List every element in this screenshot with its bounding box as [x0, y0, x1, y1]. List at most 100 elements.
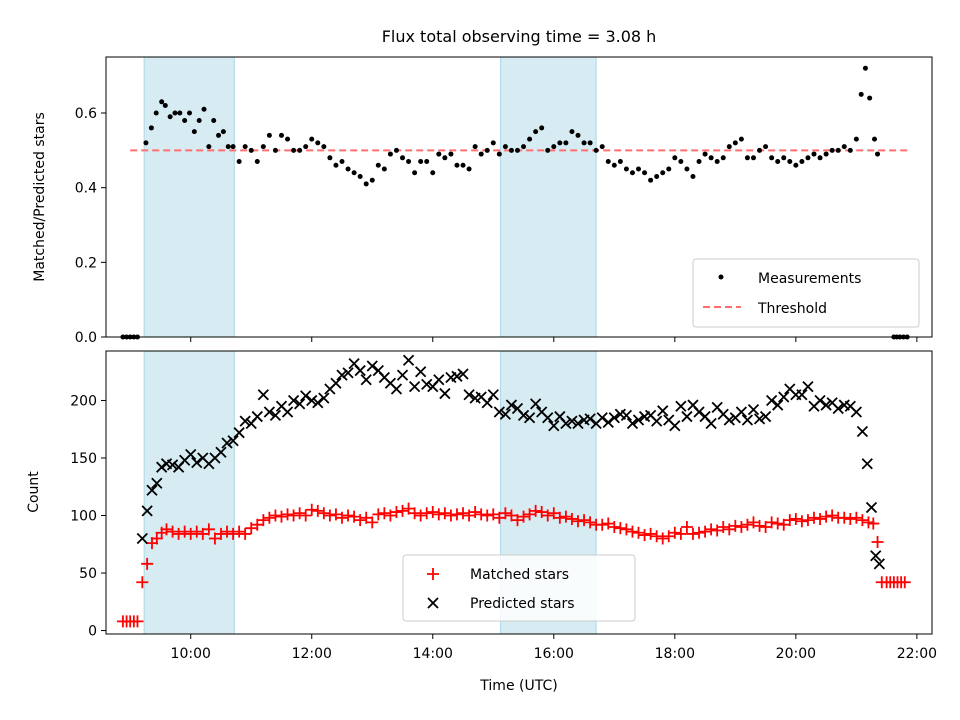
measurement-point: [623, 166, 629, 172]
measurement-point: [551, 144, 557, 150]
measurement-point: [496, 151, 502, 157]
matched-star-marker: [814, 512, 827, 525]
matched-star-marker: [741, 518, 754, 531]
predicted-star-marker: [548, 420, 560, 432]
matched-star-marker: [871, 535, 884, 548]
matched-star-marker: [680, 521, 693, 534]
measurement-point: [448, 151, 454, 157]
measurement-point: [581, 140, 587, 146]
predicted-star-marker: [281, 406, 294, 418]
matched-star-marker: [493, 511, 506, 524]
measurement-point: [805, 155, 811, 161]
matched-star-marker: [650, 530, 663, 543]
measurement-point: [406, 159, 412, 165]
predicted-star-marker: [693, 406, 705, 418]
legend-measurements-marker: [718, 274, 724, 280]
measurement-point: [327, 155, 333, 161]
matched-star-marker: [475, 508, 488, 521]
measurement-point: [357, 173, 363, 179]
measurement-point: [172, 110, 178, 116]
top-plot-frame: [105, 56, 933, 338]
measurement-point: [143, 140, 149, 146]
matched-star-marker: [795, 515, 808, 528]
measurement-point: [162, 103, 168, 109]
measurement-point: [285, 136, 291, 142]
top-shaded-span-2: [500, 56, 597, 338]
predicted-star-marker: [287, 394, 300, 407]
bottom-xtick-label: 12:00: [292, 646, 332, 662]
matched-star-marker: [196, 527, 209, 540]
matched-star-marker: [251, 518, 264, 531]
predicted-star-marker: [802, 381, 814, 393]
predicted-star-marker: [772, 399, 784, 411]
matched-star-marker: [838, 511, 851, 524]
top-y-axis-label: Matched/Predicted stars: [32, 112, 48, 282]
matched-star-marker: [463, 509, 476, 522]
measurement-point: [763, 144, 769, 150]
predicted-star-marker: [408, 381, 421, 393]
matched-star-marker: [638, 529, 651, 542]
predicted-star-marker: [681, 410, 693, 423]
bottom-xtick-label: 20:00: [776, 646, 816, 662]
matched-star-marker: [686, 527, 699, 540]
bottom-y-axis-label: Count: [26, 471, 42, 513]
predicted-star-marker: [572, 417, 584, 430]
matched-star-marker: [190, 525, 203, 538]
top-panel: 0.0 0.2 0.4 0.6 Matched/Predicted stars Mea…: [32, 56, 933, 346]
matched-star-marker: [753, 519, 766, 532]
measurement-point: [236, 159, 242, 165]
predicted-star-marker: [493, 406, 505, 418]
bottom-ytick-label: 50: [79, 566, 97, 582]
predicted-star-marker: [263, 406, 276, 418]
matched-star-marker: [608, 521, 621, 534]
predicted-star-marker: [651, 415, 663, 427]
matched-star-marker: [457, 507, 470, 520]
measurement-point: [539, 125, 545, 131]
measurement-point: [412, 170, 418, 176]
matched-star-marker: [850, 511, 863, 524]
bottom-xtick-label: 10:00: [171, 646, 211, 662]
predicted-star-marker: [517, 409, 530, 422]
measurement-point: [387, 151, 393, 157]
matched-star-marker: [529, 504, 542, 517]
measurement-point: [216, 132, 222, 138]
bottom-xtick-label: 16:00: [534, 646, 574, 662]
matched-star-marker: [632, 526, 645, 539]
measurement-point: [787, 159, 793, 165]
predicted-star-marker: [796, 389, 808, 401]
matched-star-marker: [783, 514, 796, 527]
predicted-star-marker: [487, 389, 499, 401]
measurement-point: [291, 147, 297, 153]
predicted-star-marker: [191, 456, 203, 469]
matched-star-marker: [305, 503, 318, 516]
measurement-point: [750, 155, 756, 161]
legend-matched-marker: [427, 568, 439, 580]
measurement-point: [187, 110, 193, 116]
measurement-point: [418, 159, 424, 165]
matched-star-marker: [221, 525, 234, 538]
bottom-xtick-label: 18:00: [655, 646, 695, 662]
measurement-point: [490, 140, 496, 146]
measurement-point: [424, 159, 430, 165]
measurement-point: [841, 144, 847, 150]
measurement-point: [829, 147, 835, 153]
measurement-point: [303, 144, 309, 150]
measurement-point: [732, 140, 738, 146]
measurement-point: [363, 181, 369, 187]
measurement-point: [309, 136, 315, 142]
predicted-star-marker: [584, 413, 596, 425]
x-axis-label: Time (UTC): [479, 678, 557, 694]
matched-star-marker: [444, 509, 457, 522]
matched-star-marker: [717, 521, 730, 534]
measurement-point: [167, 114, 173, 120]
measurement-point: [436, 151, 442, 157]
measurement-point: [381, 166, 387, 172]
bottom-plot-frame: [105, 350, 933, 635]
matched-star-marker: [202, 523, 215, 536]
predicted-star-marker: [530, 398, 542, 410]
matched-star-marker: [342, 509, 355, 522]
predicted-star-marker: [336, 369, 348, 381]
measurement-point: [454, 162, 460, 168]
matched-star-marker: [239, 527, 252, 540]
